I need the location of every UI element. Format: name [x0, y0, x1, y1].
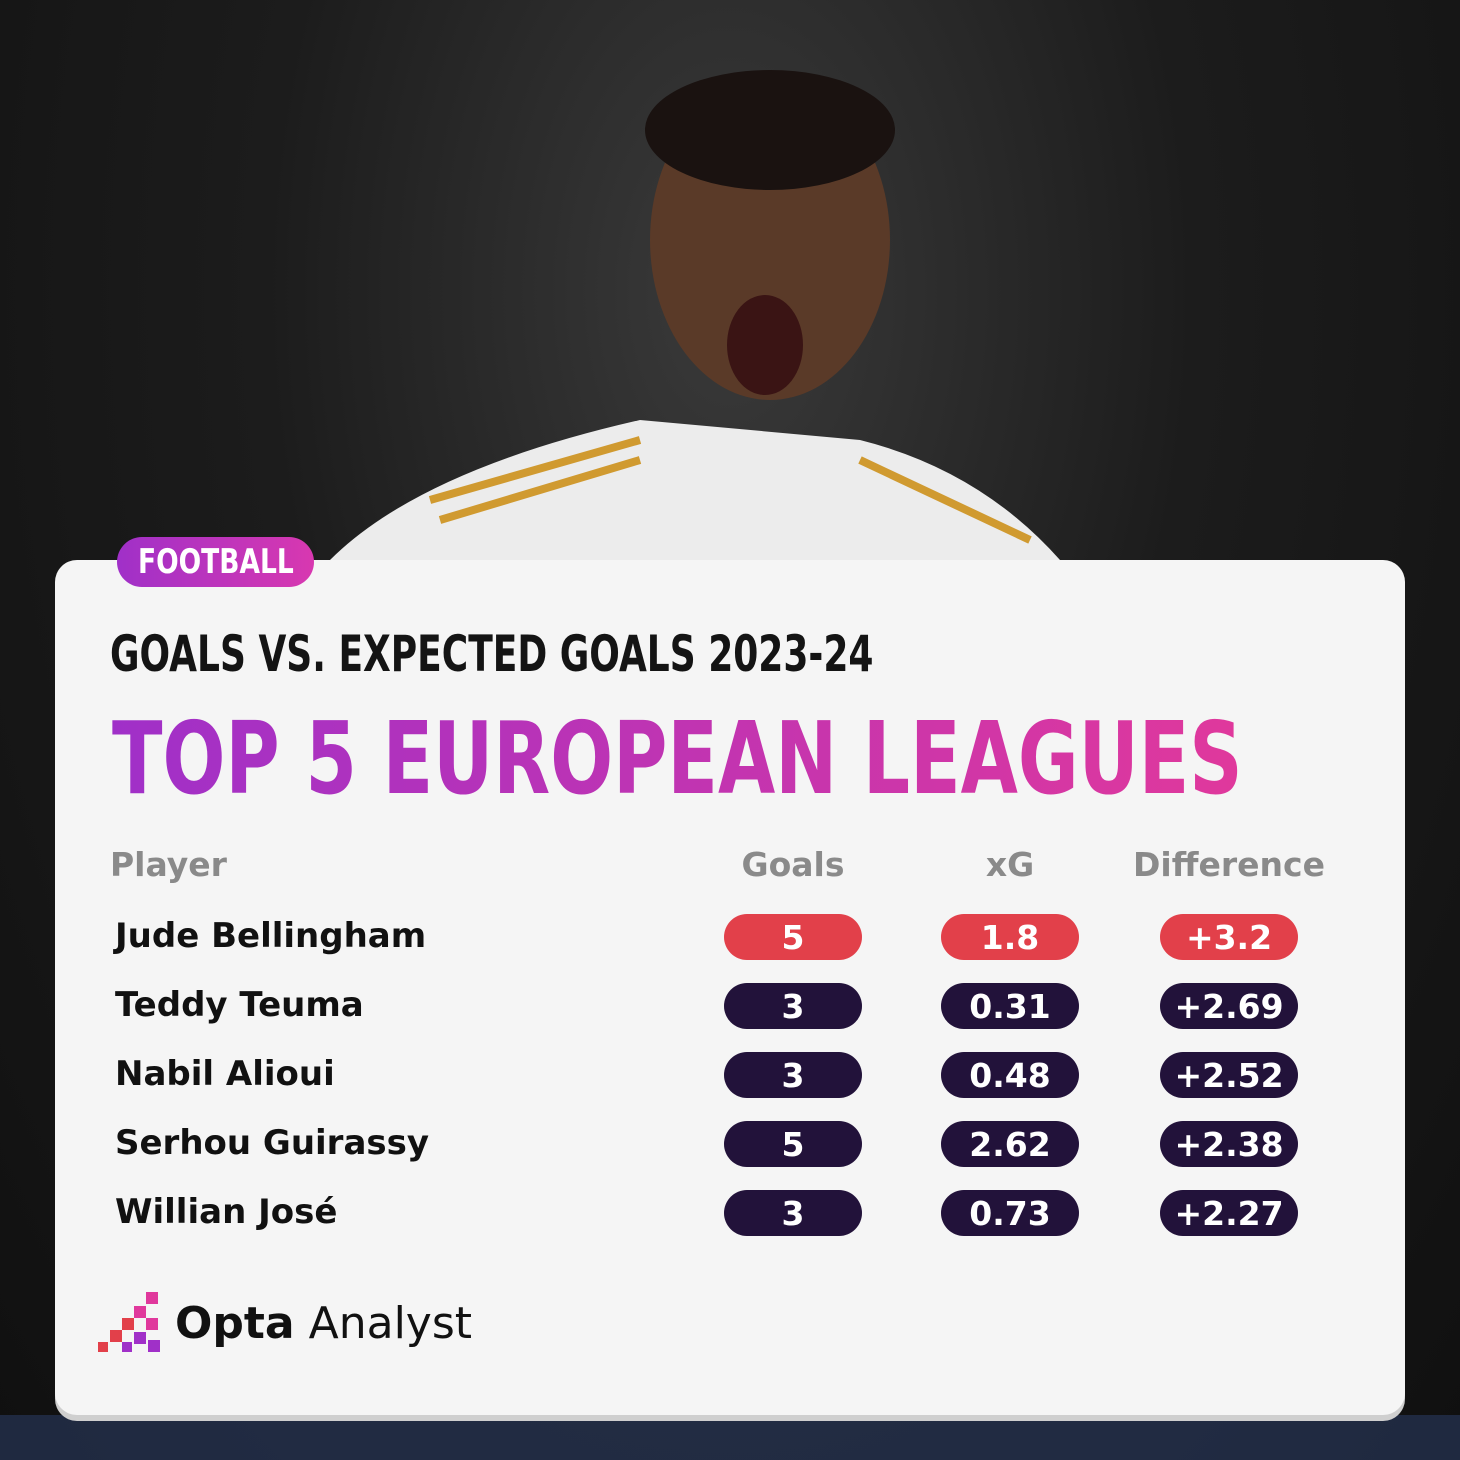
value-pill: 3	[724, 983, 862, 1029]
shirt-stripes	[428, 436, 1032, 544]
value-pill: 5	[724, 1121, 862, 1167]
value-pill: 0.31	[941, 983, 1079, 1029]
bottom-strip	[0, 1415, 1460, 1460]
value-pill: +2.27	[1160, 1190, 1298, 1236]
value-pill: 0.73	[941, 1190, 1079, 1236]
value-pill: +2.38	[1160, 1121, 1298, 1167]
brand-logo	[98, 1292, 160, 1352]
brand-light: Analyst	[308, 1298, 473, 1349]
value-pill: 3	[724, 1190, 862, 1236]
player-name: Nabil Alioui	[115, 1054, 335, 1094]
tag-text: FOOTBALL	[137, 542, 294, 582]
player-name: Jude Bellingham	[115, 916, 427, 956]
tag: FOOTBALL	[117, 537, 314, 587]
column-header: Player	[110, 845, 227, 884]
player-mouth	[727, 295, 803, 395]
player-name: Teddy Teuma	[115, 985, 364, 1025]
player-hair	[645, 70, 895, 190]
column-header: xG	[985, 845, 1035, 884]
player-shirt	[330, 420, 1060, 560]
subtitle: GOALS VS. EXPECTED GOALS 2023-24	[110, 625, 874, 683]
value-pill: 2.62	[941, 1121, 1079, 1167]
value-pill: +2.52	[1160, 1052, 1298, 1098]
value-pill: 5	[724, 914, 862, 960]
brand-bold: Opta	[175, 1298, 295, 1349]
value-pill: 0.48	[941, 1052, 1079, 1098]
brand: Opta Analyst	[175, 1298, 472, 1349]
value-pill: +2.69	[1160, 983, 1298, 1029]
player-name: Willian José	[115, 1192, 338, 1232]
value-pill: 1.8	[941, 914, 1079, 960]
player-name: Serhou Guirassy	[115, 1123, 430, 1163]
column-header: Goals	[741, 845, 845, 884]
column-header: Difference	[1133, 845, 1325, 884]
value-pill: +3.2	[1160, 914, 1298, 960]
title: TOP 5 EUROPEAN LEAGUES	[112, 700, 1243, 817]
value-pill: 3	[724, 1052, 862, 1098]
